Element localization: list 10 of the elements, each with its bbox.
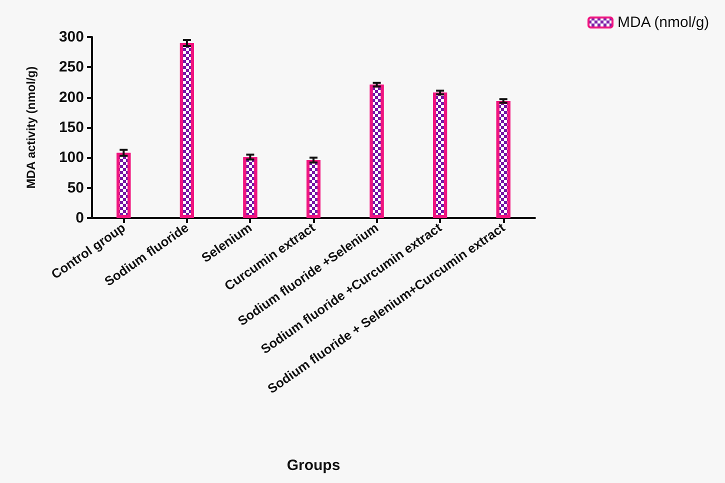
y-tick-label: 50	[67, 179, 84, 196]
y-tick-label: 100	[58, 149, 84, 166]
y-tick-label: 150	[58, 119, 84, 136]
y-axis-title: MDA activity (nmol/g)	[24, 66, 38, 189]
y-tick-label: 300	[58, 28, 84, 46]
y-tick-label: 250	[58, 58, 84, 76]
legend-label: MDA (nmol/g)	[617, 14, 710, 31]
y-tick-label: 200	[58, 88, 84, 106]
y-tick-label: 0	[76, 210, 84, 226]
x-axis-title: Groups	[286, 457, 340, 474]
